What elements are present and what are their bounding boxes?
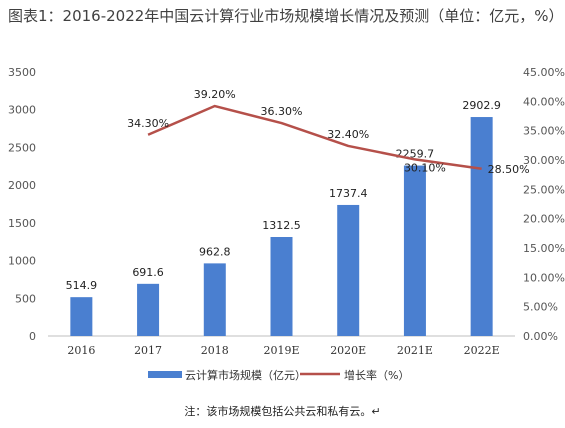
y-left-tick-label: 1000 [8, 255, 36, 268]
bar [137, 283, 160, 336]
y-right-tick-label: 45.00% [523, 66, 565, 79]
bar-data-label: 962.8 [199, 245, 231, 258]
legend-label-line: 增长率（%） [344, 368, 409, 382]
bar [270, 237, 293, 336]
legend-label-bar: 云计算市场规模（亿元） [185, 368, 306, 382]
y-right-tick-label: 35.00% [523, 125, 565, 138]
bar [70, 297, 93, 336]
y-right-tick-label: 25.00% [523, 183, 565, 196]
chart-title: 图表1：2016-2022年中国云计算行业市场规模增长情况及预测（单位：亿元，%… [8, 7, 564, 25]
bar-data-label: 691.6 [132, 266, 164, 279]
x-tick-label: 2021E [397, 344, 433, 357]
y-left-tick-label: 1500 [8, 217, 36, 230]
y-right-tick-label: 30.00% [523, 154, 565, 167]
legend-swatch-bar [148, 371, 182, 378]
footnote: 注：该市场规模包括公共云和私有云。↵ [184, 405, 381, 418]
y-left-tick-label: 0 [29, 330, 36, 343]
y-right-tick-label: 20.00% [523, 213, 565, 226]
bar-data-label: 1312.5 [262, 219, 301, 232]
y-right-tick-label: 15.00% [523, 242, 565, 255]
line-data-label: 34.30% [127, 117, 169, 130]
y-left-tick-label: 2000 [8, 179, 36, 192]
y-right-tick-label: 0.00% [523, 330, 558, 343]
y-right-tick-label: 5.00% [523, 301, 558, 314]
x-tick-label: 2017 [134, 344, 162, 357]
line-series: 34.30% 39.20% 36.30% 32.40% 30.10% 28.50% [127, 88, 530, 176]
y-right-tick-label: 40.00% [523, 95, 565, 108]
x-tick-label: 2022E [464, 344, 500, 357]
bar-data-label: 1737.4 [329, 187, 368, 200]
y-left-tick-label: 500 [15, 292, 36, 305]
x-tick-label: 2016 [67, 344, 95, 357]
bar-data-label: 2902.9 [462, 99, 501, 112]
line-data-label: 28.50% [488, 163, 530, 176]
growth-line [147, 104, 482, 171]
bar [403, 165, 426, 336]
line-data-label: 39.20% [194, 88, 236, 101]
bar [203, 263, 226, 336]
axes: 0 500 1000 1500 2000 2500 3000 3500 0.00% 5.00% 10… [8, 66, 565, 357]
bar-data-label: 514.9 [66, 279, 98, 292]
bar [470, 117, 493, 337]
y-right-tick-label: 10.00% [523, 271, 565, 284]
y-left-tick-label: 2500 [8, 141, 36, 154]
bar [337, 204, 360, 336]
line-data-label: 36.30% [261, 105, 303, 118]
y-left-tick-label: 3500 [8, 66, 36, 79]
x-tick-label: 2018 [201, 344, 229, 357]
x-tick-label: 2020E [330, 344, 366, 357]
y-left-tick-label: 3000 [8, 104, 36, 117]
x-tick-label: 2019E [263, 344, 299, 357]
line-data-label: 30.10% [404, 161, 446, 174]
line-data-label: 32.40% [327, 128, 369, 141]
legend: 云计算市场规模（亿元） 增长率（%） [148, 368, 409, 382]
